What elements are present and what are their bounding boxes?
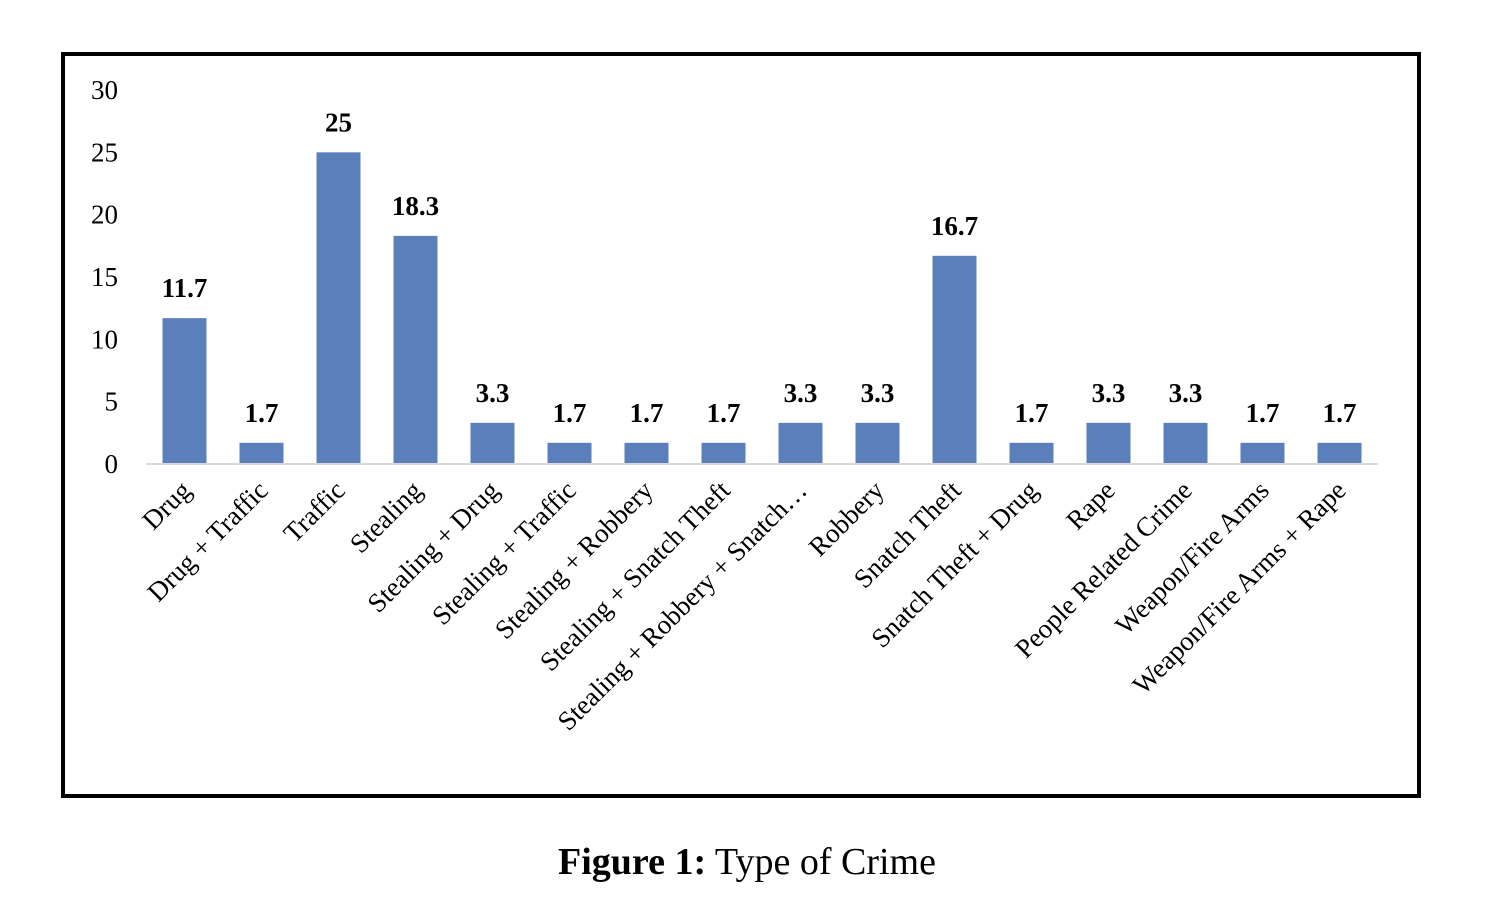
bar [1163,422,1208,464]
bar [932,255,977,464]
bar [547,442,592,464]
y-tick-label: 25 [91,137,118,167]
bar [1009,442,1054,464]
bar [1240,442,1285,464]
x-tick-label: Stealing + Drug [361,475,504,618]
data-label: 11.7 [162,273,208,303]
bar [1086,422,1131,464]
bar [1317,442,1362,464]
data-label: 1.7 [1015,398,1049,428]
y-tick-label: 5 [105,387,119,417]
figure-number: Figure 1: [558,841,707,883]
y-tick-label: 30 [91,75,118,105]
y-tick-label: 0 [105,449,119,479]
bar [239,442,284,464]
data-label: 3.3 [784,378,818,408]
data-label: 25 [325,107,352,137]
data-label: 3.3 [1092,378,1126,408]
bar [701,442,746,464]
bar [393,235,438,464]
data-label: 3.3 [476,378,510,408]
data-label: 1.7 [245,398,279,428]
data-label: 1.7 [553,398,587,428]
y-tick-label: 15 [91,262,118,292]
y-tick-label: 10 [91,324,118,354]
figure-title: Type of Crime [706,841,936,883]
bar [316,152,361,465]
bar [470,422,515,464]
bar [162,318,207,464]
data-label: 1.7 [630,398,664,428]
data-label: 18.3 [392,191,439,221]
data-label: 1.7 [1323,398,1357,428]
x-tick-label: Traffic [278,475,351,548]
data-label: 3.3 [861,378,895,408]
data-label: 1.7 [1246,398,1280,428]
y-tick-label: 20 [91,200,118,230]
x-tick-label: Drug [136,475,196,535]
x-tick-label: Rape [1060,475,1120,535]
bar [624,442,669,464]
chart-frame [61,52,1421,798]
data-label: 16.7 [931,211,978,241]
data-label: 3.3 [1169,378,1203,408]
bar [855,422,900,464]
bar [778,422,823,464]
figure-caption: Figure 1: Type of Crime [0,840,1494,884]
data-label: 1.7 [707,398,741,428]
